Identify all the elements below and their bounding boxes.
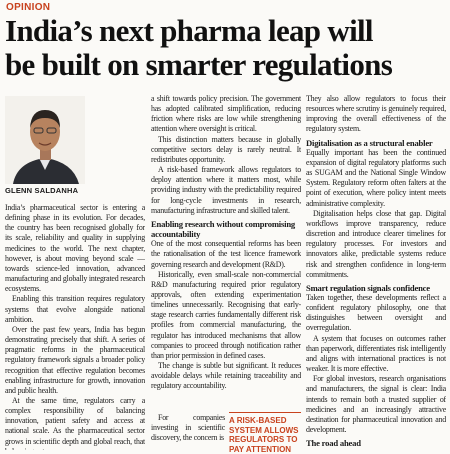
subheading: Smart regulation signals confidence	[306, 282, 430, 293]
column: India’s pharmaceutical sector is enterin…	[5, 203, 145, 450]
paragraph: For global investors, research organisat…	[306, 374, 446, 434]
column: They also allow regulators to focus thei…	[306, 94, 446, 450]
section-label: OPINION	[6, 2, 51, 13]
paragraph: Equally important has been the continued…	[306, 147, 446, 208]
paragraph: This distinction matters because in glob…	[151, 134, 301, 164]
paragraph: Historically, even small-scale non-comme…	[151, 269, 301, 360]
paragraph: A risk-based framework allows regulators…	[151, 165, 301, 215]
paragraph: India’s pharmaceutical sector is enterin…	[5, 203, 145, 294]
paragraph: a shift towards policy precision. The go…	[151, 94, 301, 134]
paragraph: They also allow regulators to focus thei…	[306, 94, 446, 134]
column: a shift towards policy precision. The go…	[151, 94, 301, 410]
paragraph: Over the past few years, India has begun…	[5, 324, 145, 395]
author-photo	[5, 96, 85, 184]
subheading: The road ahead	[306, 438, 361, 449]
paragraph: At the same time, regulators carry a com…	[5, 395, 145, 450]
paragraph: Enabling this transition requires regula…	[5, 294, 145, 324]
paragraph: Taken together, these developments refle…	[306, 292, 446, 333]
paragraph: A system that focuses on outcomes rather…	[306, 333, 446, 374]
paragraph: One of the most consequential reforms ha…	[151, 239, 301, 269]
author-name: GLENN SALDANHA	[5, 186, 79, 195]
headline-line: be built on smarter regulations	[5, 47, 393, 82]
paragraph: The change is subtle but significant. It…	[151, 361, 301, 391]
paragraph: For companies investing in scientific di…	[151, 413, 225, 443]
subheading: Enabling research without compromising a…	[151, 218, 295, 240]
subheading: Digitalisation as a structural enabler	[306, 137, 433, 148]
headline-line: India’s next pharma leap will	[5, 13, 374, 48]
pull-quote: A RISK-BASED SYSTEM ALLOWS REGULATORS TO…	[229, 412, 301, 454]
headline: India’s next pharma leap will be built o…	[5, 14, 447, 82]
paragraph: Digitalisation helps close that gap. Dig…	[306, 208, 446, 279]
